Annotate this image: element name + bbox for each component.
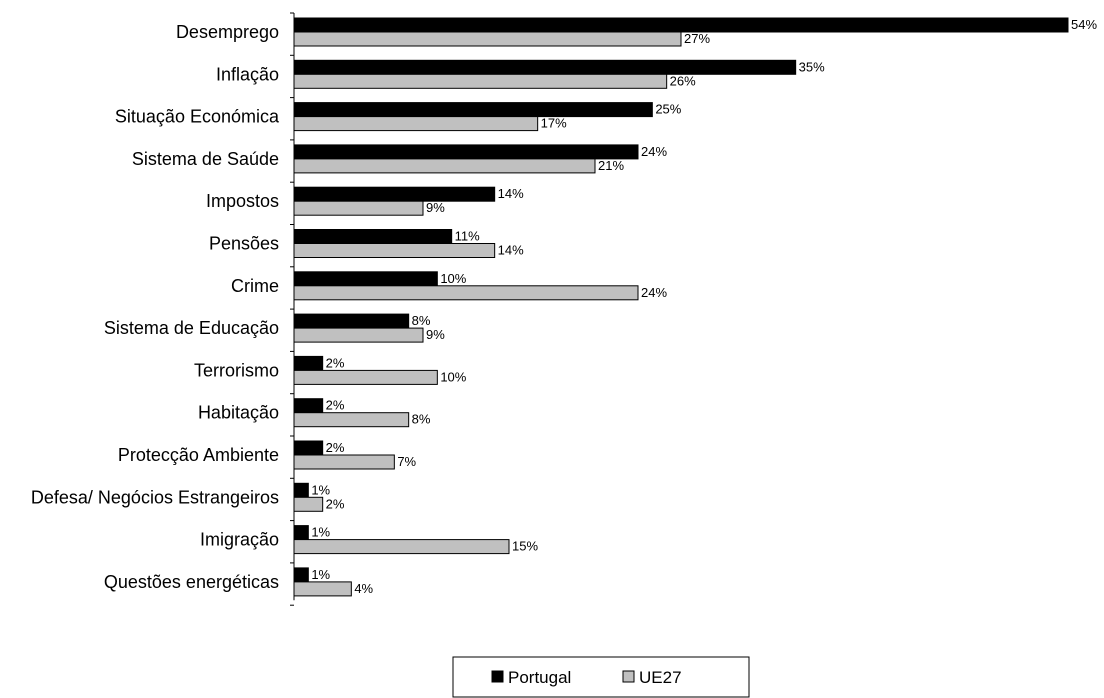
bar-ue27 <box>293 158 596 174</box>
data-label: 9% <box>426 327 445 342</box>
data-label: 10% <box>440 271 466 286</box>
legend: Portugal UE27 <box>452 656 750 698</box>
data-label: 2% <box>326 398 345 413</box>
data-label: 54% <box>1071 17 1097 32</box>
legend-label: Portugal <box>508 668 571 687</box>
bar-portugal <box>293 271 438 287</box>
bar-portugal <box>293 355 324 371</box>
bar-portugal <box>293 482 309 498</box>
bar-portugal <box>293 186 496 202</box>
bar-ue27 <box>293 369 438 385</box>
category-label: Terrorismo <box>194 360 279 380</box>
category-label: Sistema de Saúde <box>132 149 279 169</box>
data-label: 4% <box>354 581 373 596</box>
bar-ue27 <box>293 496 324 512</box>
category-label: Defesa/ Negócios Estrangeiros <box>31 487 279 507</box>
bar-portugal <box>293 102 653 118</box>
bar-portugal <box>293 398 324 414</box>
legend-swatch <box>622 670 635 683</box>
data-label: 11% <box>455 229 480 244</box>
bar-ue27 <box>293 243 496 258</box>
category-label: Situação Económica <box>115 107 280 127</box>
bar-ue27 <box>293 412 410 428</box>
data-label: 7% <box>397 454 416 469</box>
data-label: 8% <box>412 313 431 328</box>
bar-ue27 <box>293 200 424 216</box>
data-label: 2% <box>326 440 345 455</box>
category-label: Pensões <box>209 234 279 254</box>
legend-swatch <box>491 670 504 683</box>
data-label: 1% <box>311 567 330 582</box>
bar-ue27 <box>293 454 395 470</box>
legend-label: UE27 <box>639 668 682 687</box>
data-label: 8% <box>412 412 431 427</box>
data-label: 15% <box>512 539 538 554</box>
bar-portugal <box>293 229 453 244</box>
data-label: 10% <box>440 369 466 384</box>
category-label: Crime <box>231 276 279 296</box>
bar-ue27 <box>293 73 668 89</box>
data-label: 1% <box>311 525 330 540</box>
legend-item-portugal: Portugal <box>491 668 571 687</box>
bar-portugal <box>293 17 1069 33</box>
data-label: 14% <box>498 243 524 258</box>
data-label: 17% <box>541 116 567 131</box>
bar-ue27 <box>293 581 352 597</box>
bar-ue27 <box>293 116 539 132</box>
bar-portugal <box>293 144 639 160</box>
data-label: 24% <box>641 144 667 159</box>
data-label: 26% <box>670 73 696 88</box>
category-labels: Desemprego Inflação Situação Económica Sist… <box>31 22 280 592</box>
data-label: 2% <box>326 496 345 511</box>
category-label: Desemprego <box>176 22 279 42</box>
category-label: Habitação <box>198 403 279 423</box>
data-label: 35% <box>799 59 825 74</box>
bar-portugal <box>293 313 410 329</box>
category-label: Imigração <box>200 530 279 550</box>
category-label: Impostos <box>206 191 279 211</box>
bar-portugal <box>293 440 324 456</box>
data-label: 1% <box>311 482 330 497</box>
category-label: Sistema de Educação <box>104 318 279 338</box>
bar-ue27 <box>293 285 639 301</box>
data-label: 21% <box>598 158 624 173</box>
data-label: 27% <box>684 31 710 46</box>
bar-ue27 <box>293 31 682 47</box>
bar-ue27 <box>293 539 510 555</box>
category-label: Questões energéticas <box>104 572 279 592</box>
bar-portugal <box>293 525 309 541</box>
bar-portugal <box>293 59 797 75</box>
bar-portugal <box>293 567 309 583</box>
value-labels: 54% 27% 35% 26% 25% 17% 24% 21% 14% 9% 11% 14% 10% 24… <box>311 17 1097 596</box>
bar-ue27 <box>293 327 424 343</box>
data-label: 24% <box>641 285 667 300</box>
y-axis-ticks <box>290 12 294 606</box>
data-label: 9% <box>426 200 445 215</box>
data-label: 14% <box>498 186 524 201</box>
data-label: 2% <box>326 355 345 370</box>
category-label: Inflação <box>216 64 279 84</box>
legend-item-ue27: UE27 <box>622 668 682 687</box>
category-label: Protecção Ambiente <box>118 445 279 465</box>
data-label: 25% <box>655 102 681 117</box>
